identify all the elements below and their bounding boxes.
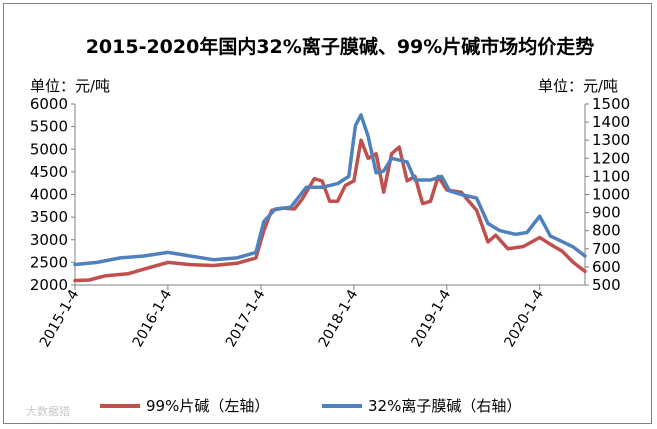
left-axis-tick-label: 4500 xyxy=(30,163,68,181)
left-axis-unit: 单位：元/吨 xyxy=(30,77,110,95)
left-axis-tick-label: 4000 xyxy=(30,186,68,204)
x-axis-tick-label: 2017-1-4 xyxy=(223,287,269,350)
x-axis-tick-label: 2015-1-4 xyxy=(37,287,83,350)
right-axis-tick-label: 1000 xyxy=(592,186,630,204)
right-axis-tick-label: 1200 xyxy=(592,149,630,167)
left-axis-tick-label: 6000 xyxy=(30,95,68,113)
right-axis-tick-label: 1300 xyxy=(592,131,630,149)
left-axis-tick-label: 2000 xyxy=(30,276,68,294)
legend: 99%片碱（左轴） 32%离子膜碱（右轴） xyxy=(100,397,521,415)
right-axis-tick-label: 700 xyxy=(592,240,621,258)
right-axis-unit: 单位：元/吨 xyxy=(538,77,618,95)
series-line-membrane-caustic xyxy=(73,113,587,267)
x-axis-tick-label: 2020-1-4 xyxy=(502,287,548,350)
left-axis-tick-label: 3000 xyxy=(30,231,68,249)
series-line-flake-caustic xyxy=(73,138,587,283)
left-axis-tick-label: 5500 xyxy=(30,118,68,136)
legend-label-membrane-caustic: 32%离子膜碱（右轴） xyxy=(368,397,521,415)
legend-label-flake-caustic: 99%片碱（左轴） xyxy=(146,397,269,415)
right-axis-tick-label: 1500 xyxy=(592,95,630,113)
right-axis-tick-label: 900 xyxy=(592,204,621,222)
x-axis-tick-label: 2019-1-4 xyxy=(409,287,455,350)
watermark-text: 大数据猎 xyxy=(26,404,70,418)
x-axis-tick-label: 2016-1-4 xyxy=(130,287,176,350)
chart-title: 2015-2020年国内32%离子膜碱、99%片碱市场均价走势 xyxy=(86,35,595,58)
right-axis-tick-label: 1100 xyxy=(592,167,630,185)
left-axis-tick-label: 5000 xyxy=(30,140,68,158)
left-axis-tick-label: 3500 xyxy=(30,208,68,226)
plot-area: 2000 2500 3000 3500 4000 4500 5000 5500 6000 5006… xyxy=(30,95,630,350)
left-axis-tick-label: 2500 xyxy=(30,253,68,271)
chart-frame xyxy=(3,3,652,424)
right-axis-tick-label: 800 xyxy=(592,222,621,240)
right-axis-tick-label: 600 xyxy=(592,258,621,276)
x-axis-tick-label: 2018-1-4 xyxy=(316,287,362,350)
right-axis-tick-label: 1400 xyxy=(592,113,630,131)
right-axis-tick-label: 500 xyxy=(592,276,621,294)
